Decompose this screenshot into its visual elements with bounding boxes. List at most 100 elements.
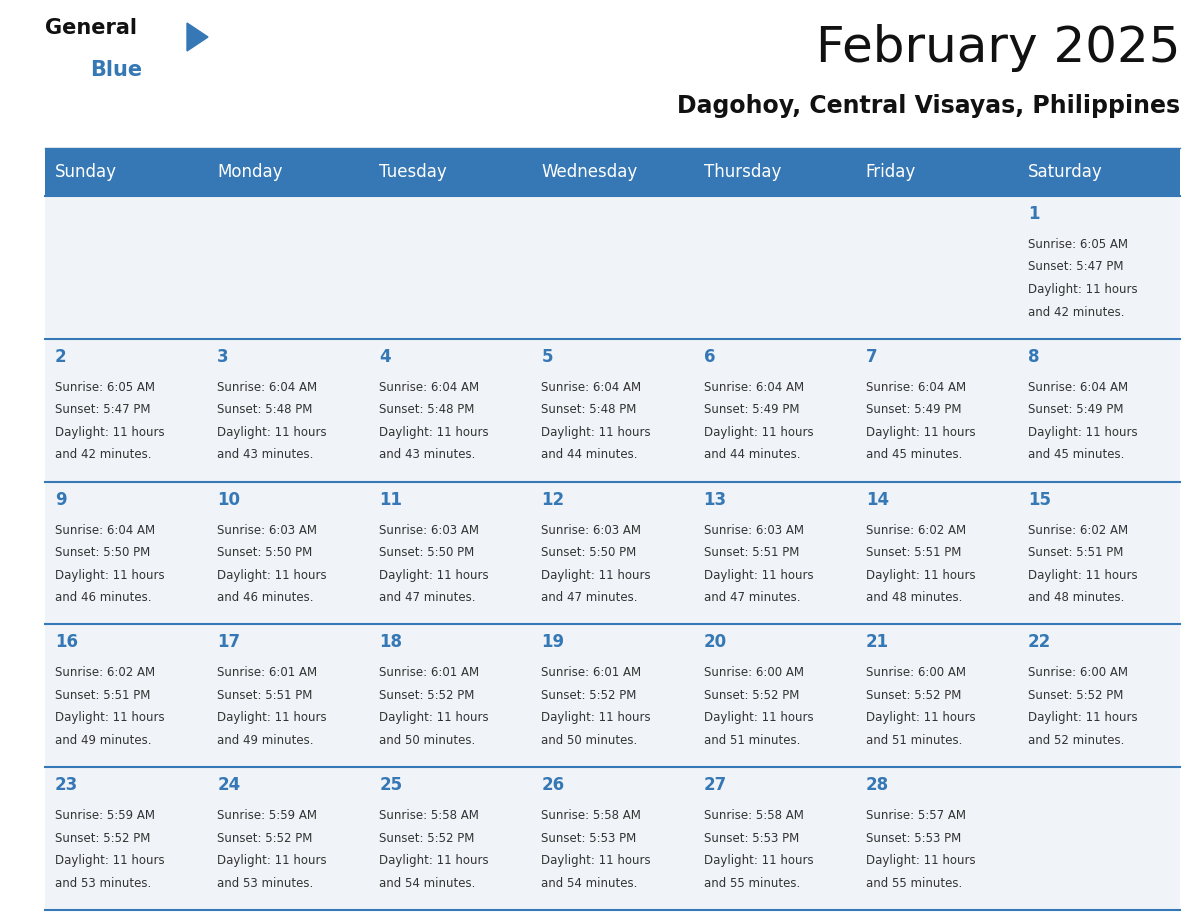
Text: Sunrise: 6:04 AM: Sunrise: 6:04 AM bbox=[866, 381, 966, 394]
Text: February 2025: February 2025 bbox=[815, 24, 1180, 72]
Text: Sunrise: 6:02 AM: Sunrise: 6:02 AM bbox=[55, 666, 156, 679]
Text: and 54 minutes.: and 54 minutes. bbox=[542, 877, 638, 890]
Text: Sunset: 5:47 PM: Sunset: 5:47 PM bbox=[1028, 261, 1124, 274]
Text: Daylight: 11 hours: Daylight: 11 hours bbox=[542, 426, 651, 439]
Text: Sunrise: 6:03 AM: Sunrise: 6:03 AM bbox=[217, 523, 317, 537]
Text: Sunday: Sunday bbox=[55, 163, 116, 181]
Text: Thursday: Thursday bbox=[703, 163, 781, 181]
Bar bbox=[207, 624, 369, 767]
Text: and 43 minutes.: and 43 minutes. bbox=[217, 448, 314, 462]
Text: 21: 21 bbox=[866, 633, 889, 652]
Text: and 46 minutes.: and 46 minutes. bbox=[55, 591, 152, 604]
Text: Sunrise: 6:04 AM: Sunrise: 6:04 AM bbox=[217, 381, 317, 394]
Bar bbox=[855, 339, 1018, 482]
Text: and 47 minutes.: and 47 minutes. bbox=[379, 591, 475, 604]
Text: Sunrise: 6:00 AM: Sunrise: 6:00 AM bbox=[1028, 666, 1127, 679]
Bar bbox=[45, 148, 207, 196]
Text: Daylight: 11 hours: Daylight: 11 hours bbox=[542, 855, 651, 868]
Polygon shape bbox=[187, 23, 208, 51]
Text: and 45 minutes.: and 45 minutes. bbox=[866, 448, 962, 462]
Text: 26: 26 bbox=[542, 777, 564, 794]
Text: Sunset: 5:53 PM: Sunset: 5:53 PM bbox=[866, 832, 961, 845]
Text: 14: 14 bbox=[866, 490, 889, 509]
Text: Daylight: 11 hours: Daylight: 11 hours bbox=[1028, 711, 1137, 724]
Text: Sunrise: 5:59 AM: Sunrise: 5:59 AM bbox=[217, 809, 317, 823]
Text: Sunset: 5:52 PM: Sunset: 5:52 PM bbox=[866, 688, 961, 702]
Text: and 47 minutes.: and 47 minutes. bbox=[703, 591, 800, 604]
Text: Sunset: 5:49 PM: Sunset: 5:49 PM bbox=[1028, 403, 1124, 416]
Bar bbox=[855, 482, 1018, 624]
Text: Sunset: 5:52 PM: Sunset: 5:52 PM bbox=[217, 832, 312, 845]
Bar bbox=[369, 767, 531, 910]
Text: Daylight: 11 hours: Daylight: 11 hours bbox=[379, 426, 489, 439]
Text: Sunrise: 6:04 AM: Sunrise: 6:04 AM bbox=[55, 523, 156, 537]
Text: Sunrise: 6:04 AM: Sunrise: 6:04 AM bbox=[703, 381, 804, 394]
Text: Sunset: 5:52 PM: Sunset: 5:52 PM bbox=[55, 832, 151, 845]
Text: Daylight: 11 hours: Daylight: 11 hours bbox=[217, 855, 327, 868]
Text: Daylight: 11 hours: Daylight: 11 hours bbox=[55, 855, 165, 868]
Text: and 53 minutes.: and 53 minutes. bbox=[217, 877, 314, 890]
Bar bbox=[369, 196, 531, 339]
Text: 5: 5 bbox=[542, 348, 552, 365]
Bar bbox=[694, 482, 855, 624]
Text: 13: 13 bbox=[703, 490, 727, 509]
Text: Sunset: 5:51 PM: Sunset: 5:51 PM bbox=[217, 688, 312, 702]
Text: Sunset: 5:50 PM: Sunset: 5:50 PM bbox=[217, 546, 312, 559]
Text: Dagohoy, Central Visayas, Philippines: Dagohoy, Central Visayas, Philippines bbox=[677, 94, 1180, 118]
Bar bbox=[45, 624, 207, 767]
Text: Daylight: 11 hours: Daylight: 11 hours bbox=[55, 568, 165, 582]
Text: Daylight: 11 hours: Daylight: 11 hours bbox=[55, 711, 165, 724]
Text: 16: 16 bbox=[55, 633, 78, 652]
Bar bbox=[1018, 767, 1180, 910]
Bar bbox=[1018, 148, 1180, 196]
Text: Sunrise: 6:04 AM: Sunrise: 6:04 AM bbox=[1028, 381, 1127, 394]
Bar bbox=[1018, 482, 1180, 624]
Text: and 55 minutes.: and 55 minutes. bbox=[703, 877, 800, 890]
Text: Sunset: 5:53 PM: Sunset: 5:53 PM bbox=[542, 832, 637, 845]
Bar bbox=[369, 148, 531, 196]
Text: Wednesday: Wednesday bbox=[542, 163, 638, 181]
Text: 24: 24 bbox=[217, 777, 240, 794]
Bar bbox=[855, 767, 1018, 910]
Text: 8: 8 bbox=[1028, 348, 1040, 365]
Text: and 48 minutes.: and 48 minutes. bbox=[866, 591, 962, 604]
Text: Sunset: 5:48 PM: Sunset: 5:48 PM bbox=[379, 403, 475, 416]
Bar bbox=[855, 196, 1018, 339]
Text: and 46 minutes.: and 46 minutes. bbox=[217, 591, 314, 604]
Text: and 45 minutes.: and 45 minutes. bbox=[1028, 448, 1124, 462]
Text: and 51 minutes.: and 51 minutes. bbox=[866, 733, 962, 747]
Text: Saturday: Saturday bbox=[1028, 163, 1102, 181]
Text: 7: 7 bbox=[866, 348, 878, 365]
Text: Sunset: 5:53 PM: Sunset: 5:53 PM bbox=[703, 832, 798, 845]
Text: 12: 12 bbox=[542, 490, 564, 509]
Text: Sunset: 5:49 PM: Sunset: 5:49 PM bbox=[703, 403, 800, 416]
Bar bbox=[369, 339, 531, 482]
Text: 27: 27 bbox=[703, 777, 727, 794]
Text: Daylight: 11 hours: Daylight: 11 hours bbox=[379, 568, 489, 582]
Text: Sunrise: 6:02 AM: Sunrise: 6:02 AM bbox=[866, 523, 966, 537]
Bar bbox=[207, 482, 369, 624]
Text: Sunset: 5:52 PM: Sunset: 5:52 PM bbox=[379, 832, 475, 845]
Bar bbox=[531, 767, 694, 910]
Text: Sunrise: 6:00 AM: Sunrise: 6:00 AM bbox=[866, 666, 966, 679]
Text: and 48 minutes.: and 48 minutes. bbox=[1028, 591, 1124, 604]
Text: Daylight: 11 hours: Daylight: 11 hours bbox=[217, 711, 327, 724]
Text: 11: 11 bbox=[379, 490, 403, 509]
Text: Sunrise: 5:58 AM: Sunrise: 5:58 AM bbox=[379, 809, 479, 823]
Text: and 43 minutes.: and 43 minutes. bbox=[379, 448, 475, 462]
Text: Sunrise: 6:03 AM: Sunrise: 6:03 AM bbox=[542, 523, 642, 537]
Text: Sunrise: 6:05 AM: Sunrise: 6:05 AM bbox=[55, 381, 154, 394]
Text: and 54 minutes.: and 54 minutes. bbox=[379, 877, 475, 890]
Bar bbox=[855, 624, 1018, 767]
Text: and 49 minutes.: and 49 minutes. bbox=[55, 733, 152, 747]
Text: and 42 minutes.: and 42 minutes. bbox=[1028, 306, 1124, 319]
Bar bbox=[694, 767, 855, 910]
Text: 20: 20 bbox=[703, 633, 727, 652]
Text: Sunset: 5:52 PM: Sunset: 5:52 PM bbox=[1028, 688, 1123, 702]
Text: Sunrise: 6:02 AM: Sunrise: 6:02 AM bbox=[1028, 523, 1127, 537]
Text: Daylight: 11 hours: Daylight: 11 hours bbox=[866, 711, 975, 724]
Bar bbox=[369, 482, 531, 624]
Bar bbox=[207, 148, 369, 196]
Bar bbox=[207, 767, 369, 910]
Text: Daylight: 11 hours: Daylight: 11 hours bbox=[703, 426, 814, 439]
